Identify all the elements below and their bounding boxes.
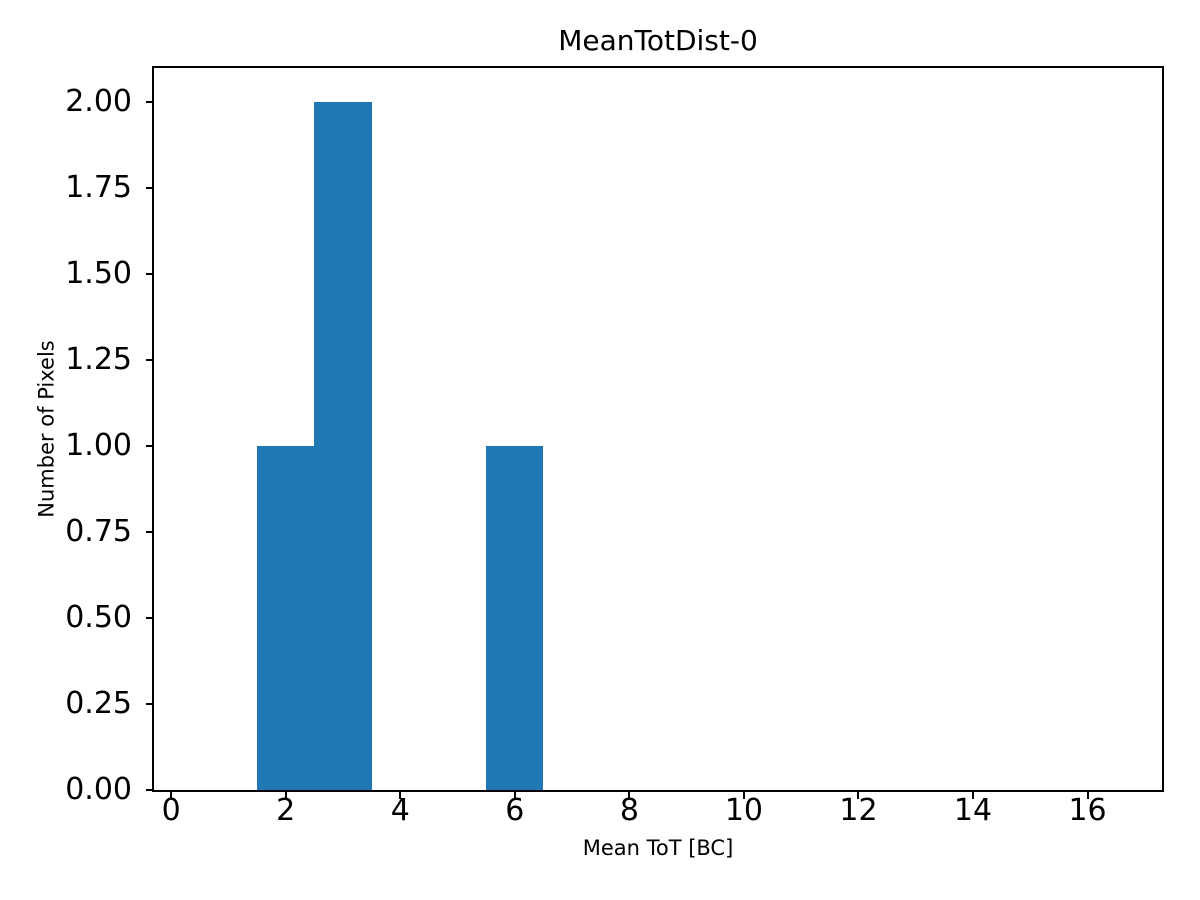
y-tick-label: 1.25	[65, 342, 132, 378]
histogram-bar	[257, 446, 315, 790]
y-tick-mark	[146, 703, 154, 706]
x-tick-mark	[857, 791, 860, 799]
x-tick-mark	[972, 791, 974, 799]
x-tick-mark	[742, 791, 745, 799]
x-tick-label: 14	[953, 793, 993, 828]
y-tick-mark	[146, 187, 154, 190]
y-tick-mark	[146, 273, 154, 276]
y-tick-label: 2.00	[65, 84, 132, 120]
y-tick-mark	[146, 617, 154, 620]
histogram-bar	[486, 446, 544, 790]
chart-title: MeanTotDist-0	[558, 24, 758, 57]
y-tick-label: 1.75	[65, 170, 132, 206]
y-tick-label: 0.50	[65, 600, 132, 636]
x-tick-label: 2	[276, 793, 296, 828]
y-tick-mark	[146, 445, 154, 448]
x-tick-label: 12	[839, 793, 878, 828]
x-axis-label: Mean ToT [BC]	[582, 836, 734, 860]
x-tick-label: 8	[619, 793, 639, 828]
y-tick-label: 0.75	[65, 514, 132, 550]
y-axis-label: Number of Pixels	[34, 340, 59, 518]
x-tick-mark	[628, 791, 631, 799]
x-tick-label: 4	[390, 793, 410, 828]
x-tick-label: 0	[161, 793, 181, 828]
y-tick-label: 0.25	[65, 686, 132, 722]
y-tick-mark	[146, 531, 154, 534]
x-tick-label: 6	[505, 793, 525, 828]
y-tick-mark	[146, 789, 154, 791]
x-tick-mark	[1086, 791, 1089, 799]
x-tick-mark	[284, 791, 287, 799]
x-tick-mark	[513, 791, 516, 799]
histogram-bar	[314, 102, 372, 790]
y-tick-mark	[146, 101, 154, 104]
x-tick-label: 10	[724, 793, 763, 828]
y-tick-mark	[146, 359, 154, 362]
y-tick-label: 0.00	[65, 772, 132, 807]
y-tick-label: 1.50	[65, 256, 132, 292]
x-tick-mark	[170, 791, 173, 799]
x-tick-mark	[399, 791, 402, 799]
plot-area: 0 2 4 6 8 10 12 14 16 0.00 0.25 0.50 0.75 1.00 1.25 1.5…	[65, 66, 1164, 826]
x-tick-label: 16	[1068, 793, 1107, 828]
y-tick-label: 1.00	[65, 428, 132, 464]
